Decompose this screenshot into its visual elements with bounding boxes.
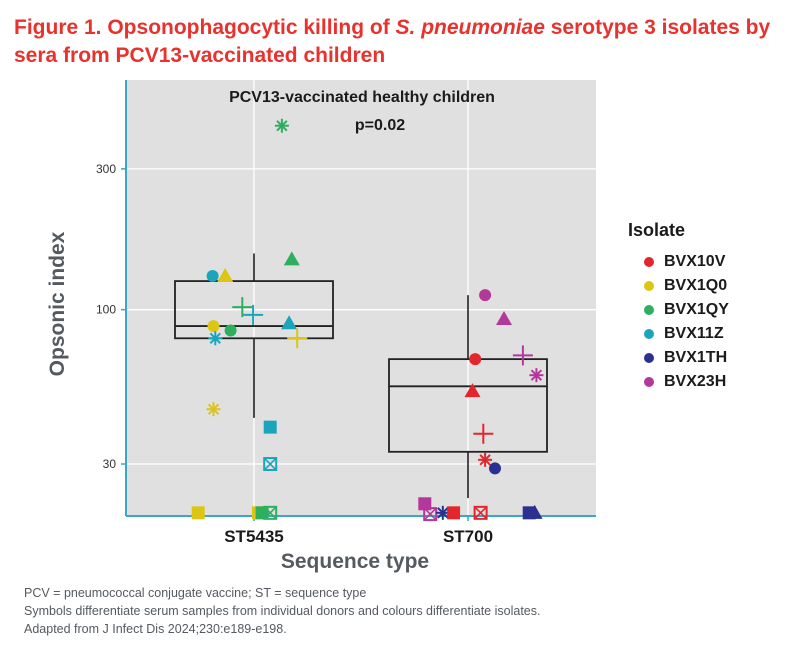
legend-swatch: [644, 257, 654, 267]
legend: Isolate BVX10V BVX1Q0 BVX1QY BVX11Z BVX1TH BV…: [628, 220, 729, 394]
legend-label: BVX1TH: [664, 349, 728, 366]
data-point: [206, 402, 221, 417]
data-point: [263, 457, 278, 472]
data-point: [526, 504, 543, 519]
footnotes: PCV = pneumococcal conjugate vaccine; ST…: [24, 584, 540, 638]
legend-title: Isolate: [628, 220, 686, 240]
data-point: [208, 331, 223, 346]
box: [388, 358, 548, 453]
legend-item: BVX1QY: [628, 298, 729, 322]
legend-item: BVX1Q0: [628, 274, 729, 298]
data-point: [479, 289, 492, 302]
legend-item: BVX11Z: [628, 322, 729, 346]
data-point: [217, 268, 234, 283]
y-tick-label: 100: [96, 303, 116, 317]
data-point: [206, 270, 219, 283]
data-point: [423, 507, 438, 522]
data-point: [478, 452, 493, 467]
legend-item: BVX23H: [628, 370, 729, 394]
legend-label: BVX1QY: [664, 301, 729, 318]
data-point: [243, 304, 264, 325]
legend-label: BVX1Q0: [664, 277, 728, 294]
data-point: [496, 310, 512, 325]
legend-item: BVX1TH: [628, 346, 729, 370]
data-point: [281, 315, 298, 330]
data-point: [469, 353, 482, 366]
x-tick-label: ST5435: [224, 527, 284, 546]
footnote: Adapted from J Infect Dis 2024;230:e189-…: [24, 622, 287, 636]
p-value-annotation: p=0.02: [355, 117, 405, 134]
y-tick-label: 300: [96, 162, 116, 176]
x-axis-title: Sequence type: [281, 550, 429, 573]
legend-label: BVX10V: [664, 253, 726, 270]
data-point: [191, 506, 205, 520]
data-point: [224, 324, 237, 337]
legend-label: BVX11Z: [664, 325, 724, 342]
legend-swatch: [644, 305, 654, 315]
data-point: [447, 506, 461, 520]
legend-swatch: [644, 329, 654, 339]
data-point: [263, 505, 278, 520]
data-point: [283, 251, 300, 266]
chart-subtitle: PCV13-vaccinated healthy children: [229, 89, 495, 106]
legend-swatch: [644, 281, 654, 291]
x-tick-label: ST700: [443, 527, 493, 546]
data-point: [232, 297, 253, 318]
legend-swatch: [644, 377, 654, 387]
data-point: [464, 383, 481, 398]
data-point: [207, 320, 220, 333]
data-point: [473, 423, 494, 444]
plot-background: [126, 80, 596, 516]
data-point: [473, 505, 488, 520]
legend-label: BVX23H: [664, 373, 727, 390]
footnote: PCV = pneumococcal conjugate vaccine; ST…: [24, 586, 367, 600]
data-point: [263, 420, 277, 434]
y-tick-label: 30: [103, 457, 117, 471]
data-point: [274, 118, 289, 133]
data-point: [287, 328, 308, 349]
footnote: Symbols differentiate serum samples from…: [24, 604, 541, 618]
y-axis-title: Opsonic index: [46, 231, 69, 376]
data-point: [489, 462, 501, 475]
data-point: [529, 368, 544, 383]
data-point: [255, 506, 269, 520]
legend-item: BVX10V: [628, 250, 729, 274]
figure-title: Figure 1. Opsonophagocytic killing of S.…: [14, 16, 771, 67]
data-point: [512, 345, 533, 366]
data-point: [418, 497, 432, 511]
legend-swatch: [644, 353, 654, 363]
box: [174, 280, 334, 340]
